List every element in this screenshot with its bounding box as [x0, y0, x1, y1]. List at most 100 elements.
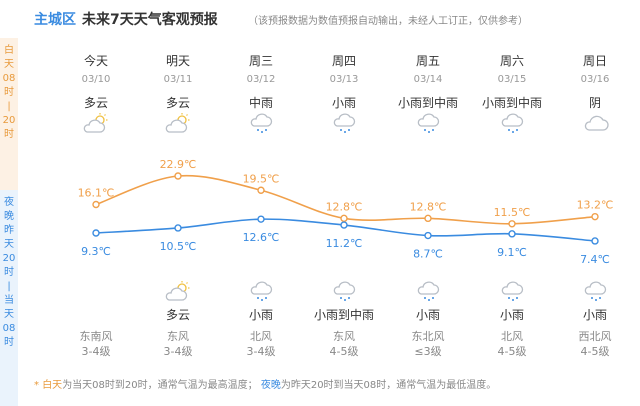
night-weather: 小雨	[582, 308, 607, 322]
day-temp-point	[340, 214, 348, 223]
rain-icon	[474, 280, 550, 304]
night-temp-label: 11.2℃	[326, 237, 363, 250]
rain-icon	[223, 112, 299, 136]
rain-icon	[557, 280, 633, 304]
night-weather: 小雨	[499, 308, 524, 322]
overcast-icon	[557, 112, 633, 136]
night-temp-point	[424, 231, 432, 240]
day-date: 03/10	[81, 74, 111, 85]
day-temp-point	[508, 220, 516, 228]
partly-cloudy-icon	[140, 112, 216, 136]
day-name: 今天	[83, 54, 108, 68]
side-label-char: 天	[4, 309, 14, 320]
night-temp-label: 7.4℃	[580, 253, 610, 266]
day-date: 03/16	[580, 74, 610, 85]
day-temp-label: 16.1℃	[78, 187, 115, 200]
side-label-char: 20	[2, 253, 16, 264]
rain-icon	[223, 280, 299, 304]
night-temp-point	[174, 224, 182, 232]
day-weather: 小雨到中雨	[397, 96, 458, 110]
day-temp-label: 22.9℃	[160, 158, 197, 171]
day-temp-label: 19.5℃	[243, 172, 280, 185]
day-date: 03/13	[329, 74, 359, 85]
night-temp-label: 8.7℃	[413, 248, 443, 261]
district-name[interactable]: 主城区	[34, 12, 76, 28]
wind-direction: 北风	[250, 330, 272, 343]
day-weather: 多云	[83, 96, 108, 110]
night-temp-point	[508, 230, 516, 238]
wind-level: 4-5级	[497, 345, 527, 358]
side-label-char: 晚	[4, 211, 14, 222]
day-date: 03/15	[497, 74, 527, 85]
day-name: 周五	[415, 54, 440, 68]
day-name: 周四	[331, 54, 356, 68]
footer-star: *	[34, 380, 39, 391]
partly-cloudy-icon	[140, 280, 216, 304]
day-weather: 中雨	[248, 96, 273, 110]
day-date: 03/14	[413, 74, 443, 85]
day-temp-point	[92, 200, 100, 209]
partly-cloudy-icon	[58, 112, 134, 136]
night-temp-point	[591, 237, 599, 245]
night-temp-point	[257, 215, 265, 223]
day-weather: 小雨	[331, 96, 356, 110]
wind-level: 4-5级	[329, 345, 359, 358]
side-label-char: 白	[4, 45, 14, 56]
day-date: 03/11	[163, 74, 193, 85]
day-temp-point	[174, 172, 182, 180]
side-label-char: 08	[2, 323, 16, 334]
night-temp-point	[340, 221, 348, 229]
side-label-char: 时	[4, 129, 14, 140]
side-label-char: 天	[4, 239, 14, 250]
rain-icon	[390, 280, 466, 304]
rain-icon	[474, 112, 550, 136]
side-label-char: |	[7, 281, 11, 292]
rain-icon	[306, 280, 382, 304]
wind-level: 3-4级	[81, 345, 111, 358]
wind-direction: 北风	[501, 330, 523, 343]
header: 主城区 未来7天天气客观预报 （该预报数据为数值预报自动输出，未经人工订正，仅供…	[0, 0, 640, 36]
wind-direction: 西北风	[578, 330, 612, 343]
day-temp-point	[257, 186, 265, 194]
wind-direction: 东风	[333, 330, 355, 343]
rain-icon	[306, 112, 382, 136]
wind-direction: 东北风	[411, 330, 445, 343]
disclaimer-note: （该预报数据为数值预报自动输出，未经人工订正，仅供参考）	[248, 16, 528, 27]
page-title: 未来7天天气客观预报	[82, 12, 218, 28]
side-label-char: 20	[2, 115, 16, 126]
wind-direction: 东南风	[79, 330, 113, 343]
night-weather: 小雨	[248, 308, 273, 322]
day-temp-point	[591, 212, 599, 221]
day-date: 03/12	[246, 74, 276, 85]
wind-level: 4-5级	[580, 345, 610, 358]
side-label-char: 天	[4, 59, 14, 70]
day-name: 周日	[582, 54, 607, 68]
day-weather: 阴	[588, 96, 601, 110]
night-temp-label: 9.3℃	[81, 245, 111, 258]
wind-direction: 东风	[167, 330, 189, 343]
night-weather: 小雨	[415, 308, 440, 322]
side-label-char: 当	[4, 295, 14, 306]
day-temp-label: 12.8℃	[326, 200, 363, 213]
side-label-char: 昨	[4, 225, 14, 236]
day-temp-point	[424, 214, 432, 223]
day-weather: 小雨到中雨	[481, 96, 542, 110]
day-side-label: 白天 08 时 | 20 时	[0, 38, 18, 194]
side-label-char: |	[7, 101, 11, 112]
night-temp-label: 10.5℃	[160, 240, 197, 253]
day-name: 周六	[499, 54, 524, 68]
side-label-char: 时	[4, 267, 14, 278]
footer-note: * 白天为当天08时到20时，通常气温为最高温度； 夜晚为昨天20时到当天08时…	[34, 376, 496, 391]
footer-night-desc: 为昨天20时到当天08时，通常气温为最低温度。	[280, 380, 497, 391]
footer-day-term: 白天	[42, 380, 63, 391]
day-temp-label: 11.5℃	[494, 206, 531, 219]
day-temp-label: 12.8℃	[410, 200, 447, 213]
night-weather: 小雨到中雨	[313, 308, 374, 322]
day-name: 周三	[248, 54, 273, 68]
wind-level: 3-4级	[163, 345, 193, 358]
side-label-char: 时	[4, 87, 14, 98]
wind-level: 3-4级	[246, 345, 276, 358]
night-temp-label: 9.1℃	[497, 246, 527, 259]
night-weather: 多云	[165, 308, 190, 322]
night-temp-point	[92, 229, 100, 237]
